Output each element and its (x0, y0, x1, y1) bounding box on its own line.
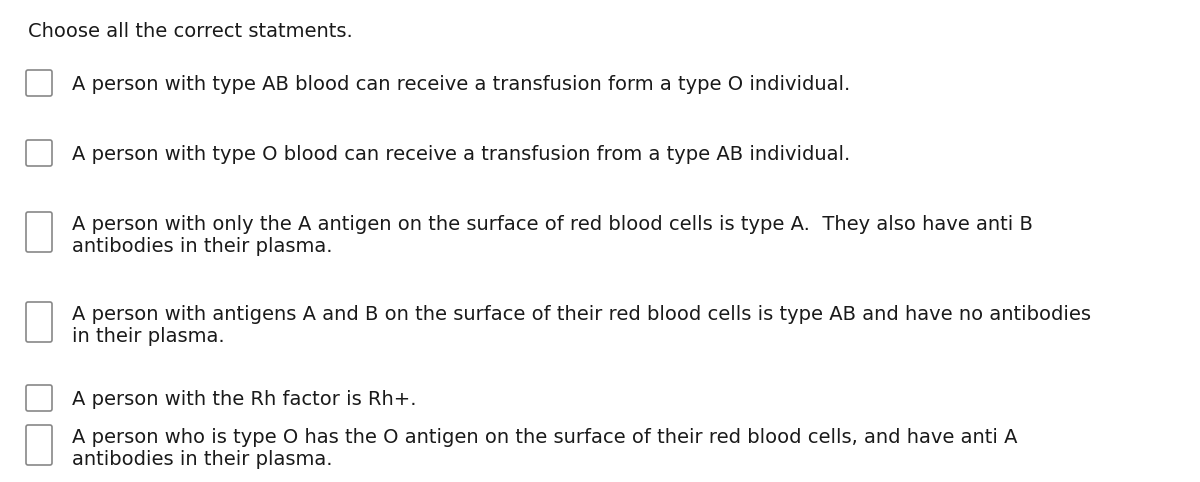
Text: A person with the Rh factor is Rh+.: A person with the Rh factor is Rh+. (72, 390, 416, 409)
FancyBboxPatch shape (26, 385, 52, 411)
FancyBboxPatch shape (26, 425, 52, 465)
FancyBboxPatch shape (26, 212, 52, 252)
Text: antibodies in their plasma.: antibodies in their plasma. (72, 450, 332, 469)
FancyBboxPatch shape (26, 70, 52, 96)
Text: in their plasma.: in their plasma. (72, 327, 224, 346)
Text: A person who is type O has the O antigen on the surface of their red blood cells: A person who is type O has the O antigen… (72, 428, 1018, 447)
Text: A person with only the A antigen on the surface of red blood cells is type A.  T: A person with only the A antigen on the … (72, 215, 1033, 234)
Text: A person with type AB blood can receive a transfusion form a type O individual.: A person with type AB blood can receive … (72, 75, 851, 94)
Text: A person with type O blood can receive a transfusion from a type AB individual.: A person with type O blood can receive a… (72, 145, 851, 164)
FancyBboxPatch shape (26, 302, 52, 342)
FancyBboxPatch shape (26, 140, 52, 166)
Text: A person with antigens A and B on the surface of their red blood cells is type A: A person with antigens A and B on the su… (72, 305, 1091, 324)
Text: antibodies in their plasma.: antibodies in their plasma. (72, 237, 332, 256)
Text: Choose all the correct statments.: Choose all the correct statments. (28, 22, 353, 41)
